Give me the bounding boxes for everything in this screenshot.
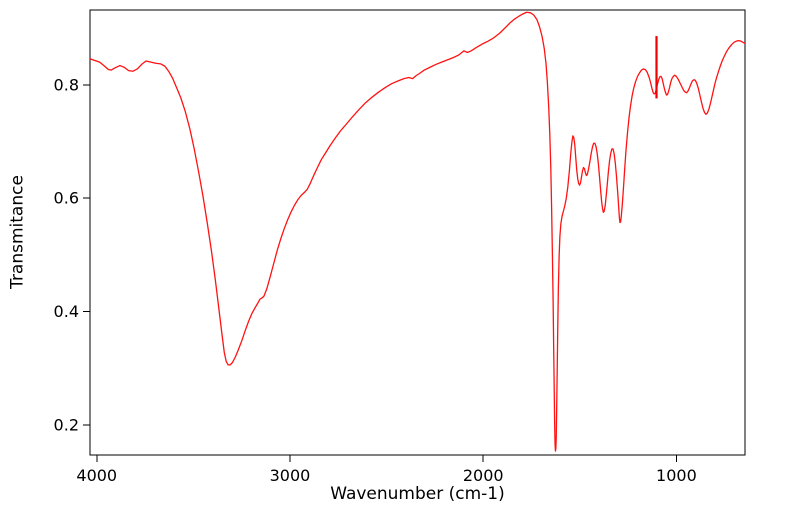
y-tick-label: 0.4 (54, 302, 79, 321)
plot-frame (89, 9, 746, 456)
y-axis-label: Transmitance (7, 175, 28, 289)
y-tick-label: 0.2 (54, 415, 79, 434)
x-tick-label: 2000 (463, 466, 504, 485)
y-tick-label: 0.6 (54, 189, 79, 208)
x-tick-label: 4000 (76, 466, 117, 485)
x-tick-label: 1000 (656, 466, 697, 485)
x-axis-label: Wavenumber (cm-1) (330, 484, 505, 504)
y-tick-label: 0.8 (54, 75, 79, 94)
x-tick-label: 3000 (270, 466, 311, 485)
spectrum-line (90, 11, 745, 452)
